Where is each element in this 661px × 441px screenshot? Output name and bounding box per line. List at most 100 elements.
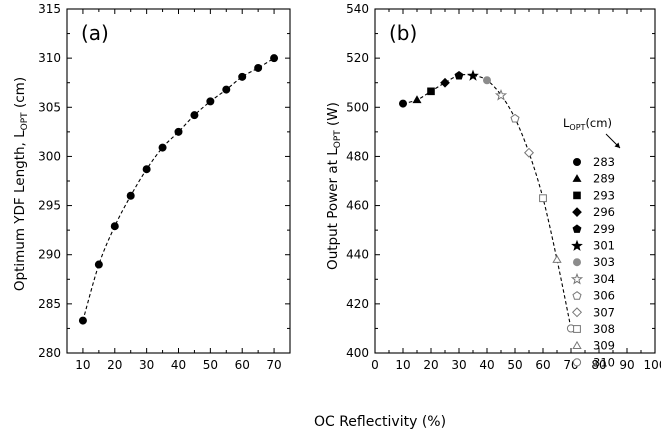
data-point: [412, 95, 422, 104]
legend-title: LOPT(cm): [563, 116, 612, 132]
y-axis-label-main: Output Power at L: [325, 148, 341, 270]
legend-entry-label: 293: [593, 188, 615, 202]
legend-title-sub: OPT: [569, 123, 585, 132]
data-point: [142, 165, 151, 174]
x-tick-label: 50: [507, 358, 522, 372]
y-tick-label: 285: [38, 297, 61, 311]
data-point: [454, 70, 464, 80]
x-tick-label: 30: [451, 358, 466, 372]
x-tick-label: 90: [619, 358, 634, 372]
y-tick-label: 440: [346, 248, 369, 262]
chart-panel-a: 10 20 30 40 50 60 70 280 285 290 295 300 305 310 315 Op…: [12, 2, 291, 372]
chart-panel-b: 0102030405060708090100400420440460480500…: [325, 2, 661, 372]
data-point: [238, 72, 247, 81]
legend-marker: [573, 157, 582, 166]
shared-x-axis-label: OC Reflectivity (%): [314, 414, 446, 430]
x-tick-label: 20: [423, 358, 438, 372]
legend-marker: [572, 224, 582, 233]
legend-entry-label: 283: [593, 155, 615, 169]
x-tick-label: 70: [266, 358, 281, 372]
legend-marker: [570, 272, 584, 285]
y-tick-label: 460: [346, 199, 369, 213]
data-point: [523, 147, 535, 158]
data-point: [427, 87, 435, 96]
y-axis-label-sub: OPT: [20, 112, 30, 131]
y-tick-label: 540: [346, 2, 369, 16]
legend-marker: [571, 307, 583, 318]
x-tick-label: 60: [235, 358, 250, 372]
y-tick-label: 500: [346, 100, 369, 114]
legend-marker: [573, 258, 582, 267]
legend-arrow-head: [614, 142, 620, 148]
data-point: [254, 63, 263, 72]
data-point: [190, 111, 199, 120]
y-tick-label: 400: [346, 346, 369, 360]
legend-entry-label: 307: [593, 305, 615, 319]
legend-marker: [571, 239, 583, 251]
data-point: [94, 260, 103, 269]
data-point: [482, 76, 491, 85]
legend-entry-label: 306: [593, 289, 615, 303]
legend-marker: [572, 207, 582, 217]
data-point: [270, 54, 279, 63]
x-tick-label: 0: [371, 358, 379, 372]
x-tick-label: 30: [139, 358, 154, 372]
y-tick-label: 300: [38, 149, 61, 163]
legend-entry-label: 299: [593, 222, 615, 236]
y-tick-label: 315: [38, 2, 61, 16]
panel-label: (b): [389, 21, 417, 45]
legend-marker: [572, 340, 582, 349]
legend-entry-label: 289: [593, 172, 615, 186]
plot-frame: [66, 8, 291, 354]
legend-entry-label: 308: [593, 322, 615, 336]
data-point: [494, 88, 508, 101]
y-tick-label: 480: [346, 149, 369, 163]
y-axis-label: Output Power at LOPT (W): [325, 102, 343, 270]
legend-marker: [572, 174, 582, 182]
data-point: [398, 99, 407, 108]
x-tick-label: 20: [107, 358, 122, 372]
legend-entry-label: 309: [593, 339, 615, 353]
legend-entry-label: 301: [593, 239, 615, 253]
x-tick-label: 60: [535, 358, 550, 372]
fit-line: [82, 57, 275, 321]
data-point: [222, 85, 231, 94]
x-tick-label: 50: [203, 358, 218, 372]
data-point: [110, 222, 119, 231]
legend-entry-label: 303: [593, 255, 615, 269]
data-point: [510, 113, 520, 123]
legend-marker: [572, 358, 582, 367]
legend-marker: [573, 325, 581, 333]
data-point: [78, 316, 87, 325]
data-point: [206, 97, 215, 106]
y-tick-label: 295: [38, 199, 61, 213]
legend: LOPT(cm) 283 289 293 296 299 301 303 304 306 307 30…: [563, 116, 621, 369]
data-point: [552, 254, 562, 263]
x-tick-label: 100: [644, 358, 661, 372]
y-axis-label-sub: OPT: [333, 130, 343, 149]
data-point: [539, 194, 547, 203]
x-tick-label: 10: [75, 358, 90, 372]
legend-entry-label: 310: [593, 355, 615, 369]
y-tick-label: 290: [38, 248, 61, 262]
data-point: [467, 69, 479, 81]
legend-marker: [573, 191, 581, 200]
data-point: [174, 127, 183, 136]
data-point: [440, 77, 450, 88]
data-point: [126, 191, 135, 200]
x-tick-label: 10: [395, 358, 410, 372]
y-tick-label: 310: [38, 51, 61, 65]
y-tick-label: 280: [38, 346, 61, 360]
x-tick-label: 40: [479, 358, 494, 372]
legend-entry-label: 296: [593, 205, 615, 219]
y-tick-label: 420: [346, 297, 369, 311]
legend-entry-label: 304: [593, 272, 615, 286]
data-point: [158, 143, 167, 152]
legend-title-main: L: [563, 116, 570, 130]
y-axis-label-main: Optimum YDF Length, L: [12, 130, 28, 291]
legend-title-tail: (cm): [585, 116, 612, 130]
x-tick-label: 40: [171, 358, 186, 372]
legend-marker: [572, 291, 582, 300]
y-axis-label: Optimum YDF Length, LOPT (cm): [12, 77, 30, 291]
